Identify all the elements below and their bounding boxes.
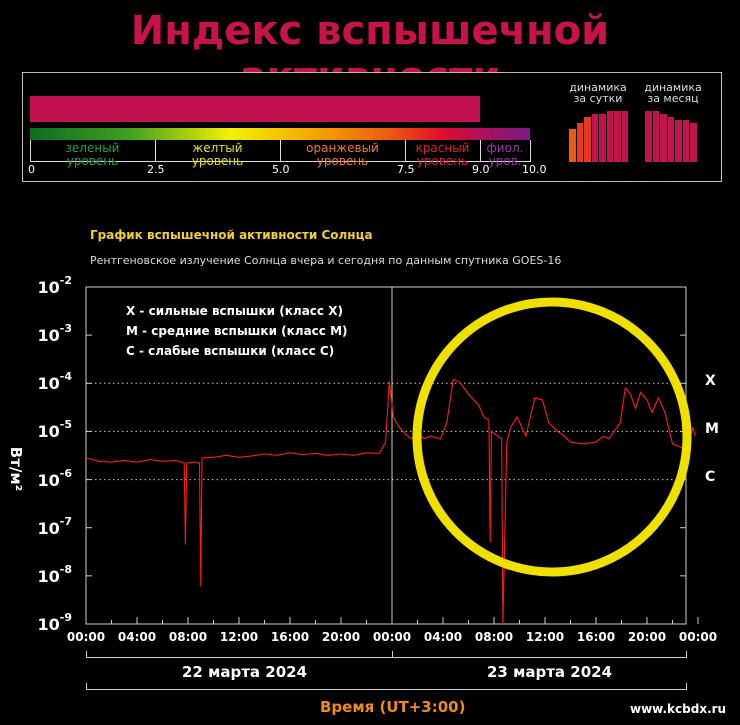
x-tick-label: 08:00 (474, 630, 514, 644)
class-m-label: M (705, 421, 719, 437)
scale-tick: 7.5 (397, 163, 415, 176)
y-tick-label: 10-7 (37, 514, 73, 538)
x-tick-label: 00:00 (66, 630, 106, 644)
site-url[interactable]: www.kcbdx.ru (630, 702, 727, 716)
x-tick-label: 20:00 (627, 630, 667, 644)
legend-m: M - средние вспышки (класс M) (126, 324, 348, 338)
dynamics-bar (667, 117, 674, 162)
y-tick-label: 10-4 (37, 370, 73, 394)
scale-separator (30, 140, 31, 162)
x-tick-label: 16:00 (576, 630, 616, 644)
x-tick-label: 08:00 (168, 630, 208, 644)
dynamics-bar (599, 114, 606, 162)
dynamics-bar (652, 111, 659, 162)
month-dynamics-line1: динамика (644, 81, 702, 94)
chart-subtitle: Рентгеновское излучение Солнца вчера и с… (90, 254, 562, 267)
scale-tick: 10.0 (522, 163, 547, 176)
x-axis-label: Время (UT+3:00) (320, 698, 466, 716)
dynamics-bar (614, 111, 621, 162)
dynamics-bar (675, 120, 682, 162)
class-c-label: C (705, 469, 716, 485)
x-tick-label: 16:00 (270, 630, 310, 644)
dynamics-bar (569, 129, 576, 162)
index-bar (30, 96, 480, 122)
y-tick-label: 10-2 (37, 274, 73, 297)
date-tick (686, 651, 687, 658)
date-tick (86, 683, 87, 690)
x-tick-label: 00:00 (678, 630, 718, 644)
dynamics-bar (690, 123, 697, 162)
day-dynamics-line1: динамика (569, 81, 627, 94)
y-tick-label: 10-3 (37, 322, 73, 346)
x-tick-label: 04:00 (117, 630, 157, 644)
x-tick-label: 12:00 (525, 630, 565, 644)
month-dynamics-line2: за месяц (647, 92, 699, 105)
scale-tick: 2.5 (147, 163, 165, 176)
y-tick-label: 10-8 (37, 562, 73, 586)
scale-separator (530, 140, 531, 162)
scale-separator (155, 140, 156, 162)
level-label: красный уровень (415, 141, 470, 168)
dynamics-bar (584, 117, 591, 162)
date-day1: 22 марта 2024 (182, 663, 308, 681)
date-rule-top (86, 657, 686, 658)
month-dynamics-title: динамика за месяц (638, 82, 708, 104)
dynamics-bar (576, 123, 583, 162)
scale-separator (480, 140, 481, 162)
dynamics-bar (606, 111, 613, 162)
y-tick-label: 10-5 (37, 418, 73, 442)
dynamics-bar (645, 111, 652, 162)
x-tick-label: 04:00 (423, 630, 463, 644)
level-label: желтый уровень (191, 141, 244, 168)
day-dynamics-title: динамика за сутки (563, 82, 633, 104)
chart-title: График вспышечной активности Солнца (90, 228, 373, 242)
scale-tick: 9.0 (472, 163, 490, 176)
date-rule-bottom (86, 689, 686, 690)
y-tick-label: 10-9 (37, 611, 73, 634)
level-label: фиол. уров. (486, 141, 524, 168)
dynamics-bar (591, 114, 598, 162)
scale-separator (405, 140, 406, 162)
date-tick (686, 683, 687, 690)
class-x-label: X (705, 373, 716, 389)
x-tick-label: 20:00 (321, 630, 361, 644)
xray-flux-series (85, 378, 696, 625)
scale-tick: 0 (28, 163, 35, 176)
index-gradient (30, 128, 530, 140)
day-dynamics-line2: за сутки (573, 92, 623, 105)
y-tick-label: 10-6 (37, 466, 73, 490)
x-tick-label: 12:00 (219, 630, 259, 644)
legend-x: X - сильные вспышки (класс X) (126, 304, 343, 318)
date-tick (392, 651, 393, 658)
x-tick-label: 00:00 (372, 630, 412, 644)
scale-tick: 5.0 (272, 163, 290, 176)
level-label: зеленый уровень (65, 141, 120, 168)
dynamics-bar (660, 114, 667, 162)
legend-c: C - слабые вспышки (класс C) (126, 344, 335, 358)
highlight-circle (412, 297, 692, 577)
date-day2: 23 марта 2024 (487, 663, 613, 681)
date-tick (86, 651, 87, 658)
level-label: оранжевый уровень (306, 141, 379, 168)
dynamics-bar (682, 120, 689, 162)
dynamics-bar (621, 111, 628, 162)
scale-separator (280, 140, 281, 162)
